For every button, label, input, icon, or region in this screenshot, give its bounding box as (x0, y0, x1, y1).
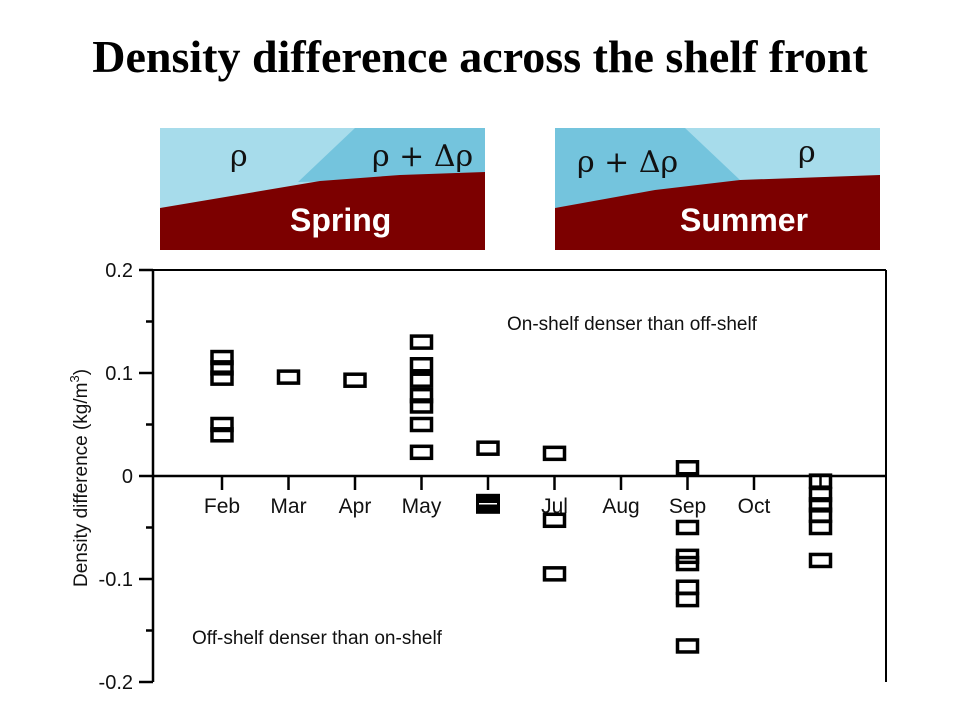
x-month-label: Aug (602, 495, 639, 518)
data-point-marker (675, 555, 700, 572)
summer-left-density-label: ρ + Δρ (577, 145, 678, 180)
spring-left-density-label: ρ (230, 139, 248, 174)
data-point-marker (409, 444, 434, 461)
spring-schematic: ρ ρ + Δρ Spring (160, 128, 485, 250)
data-point-marker (409, 372, 434, 388)
chart-markers (210, 334, 833, 654)
data-point-marker (542, 512, 567, 529)
data-point-marker (476, 440, 500, 456)
page-title: Density difference across the shelf fron… (92, 31, 868, 82)
data-point-marker (675, 579, 700, 595)
data-point-marker (542, 566, 567, 582)
data-point-marker (343, 372, 367, 388)
data-point-marker (675, 519, 700, 536)
data-point-marker (675, 460, 700, 476)
data-point-marker (210, 427, 234, 443)
y-axis-label: Density difference (kg/m3) (67, 369, 92, 587)
data-point-marker (409, 416, 434, 433)
spring-dense-water (298, 128, 485, 182)
spring-season-label: Spring (290, 202, 391, 238)
summer-season-label: Summer (680, 202, 808, 238)
y-tick-label: 0.1 (105, 363, 133, 385)
x-month-label: May (402, 495, 442, 518)
summer-right-density-label: ρ (798, 135, 816, 170)
summer-schematic: ρ + Δρ ρ Summer (555, 128, 880, 250)
data-point-marker (409, 398, 434, 414)
x-month-label: Jul (541, 495, 568, 518)
chart-axes: 0.2 0.1 0 -0.1 -0.2 Feb Mar Apr May Jul Aug Sep Oct (99, 260, 887, 694)
y-tick-label: 0 (122, 466, 133, 488)
x-month-label: Mar (270, 495, 306, 518)
summer-dense-water (555, 128, 740, 208)
spring-right-density-label: ρ + Δρ (372, 139, 473, 174)
spring-shelf-seabed (160, 172, 485, 250)
data-point-marker (210, 370, 234, 386)
annotation-on-shelf-denser: On-shelf denser than off-shelf (507, 314, 758, 335)
data-point-marker (276, 369, 301, 385)
y-tick-label: -0.1 (99, 569, 133, 591)
y-tick-label: -0.2 (99, 672, 133, 694)
data-point-marker (409, 357, 434, 373)
x-month-label: Sep (669, 495, 706, 518)
x-month-label: Feb (204, 495, 240, 518)
data-point-marker (542, 445, 567, 462)
y-tick-label: 0.2 (105, 260, 133, 282)
summer-shelf-seabed (555, 175, 880, 250)
data-point-marker (808, 552, 833, 569)
data-point-marker (675, 638, 700, 654)
data-point-marker (409, 334, 434, 350)
annotation-off-shelf-denser: Off-shelf denser than on-shelf (192, 628, 443, 649)
x-month-label: Oct (738, 495, 771, 518)
x-month-label: Apr (339, 495, 372, 518)
data-point-marker (675, 591, 700, 608)
data-point-marker (808, 519, 833, 536)
